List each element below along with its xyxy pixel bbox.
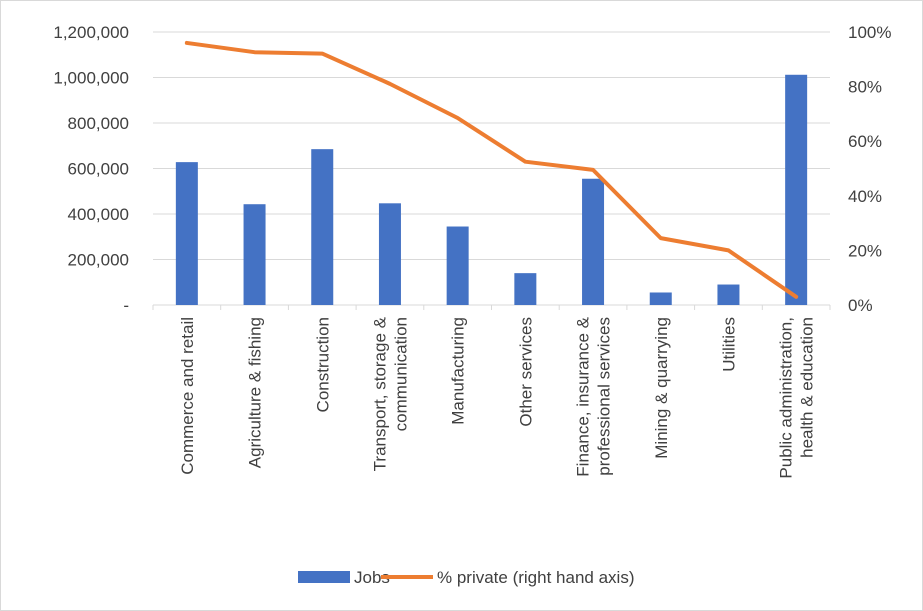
category-label: communication [391,317,410,431]
legend: Jobs % private (right hand axis) [298,568,634,587]
jobs-bar [582,178,605,305]
jobs-bar [514,273,537,305]
jobs-bar [649,292,672,305]
category-label: health & education [798,317,817,458]
left-axis: - 200,000 400,000 600,000 800,000 1,000,000 1,… [53,23,129,315]
category-label: Agriculture & fishing [246,317,265,468]
category-label: Commerce and retail [178,317,197,475]
private-share-line [184,40,799,299]
private-share-series-line [184,40,799,299]
jobs-bar [311,149,334,305]
legend-private-label: % private (right hand axis) [437,568,634,587]
category-label: Construction [313,317,332,412]
category-label: Utilities [719,317,738,372]
category-label: Finance, insurance & [574,316,593,476]
right-tick-label: 100% [848,23,891,42]
jobs-bar [717,284,740,305]
category-axis: Commerce and retail Agriculture & fishing… [178,316,817,478]
right-tick-label: 80% [848,78,882,97]
right-tick-label: 40% [848,187,882,206]
jobs-bar [378,203,401,305]
left-tick-label: 200,000 [68,251,129,270]
legend-jobs-swatch [298,571,350,583]
category-label: Transport, storage & [370,316,389,471]
category-label: Other services [516,317,535,427]
jobs-bar [446,226,469,305]
left-tick-label: 400,000 [68,205,129,224]
left-tick-label: - [123,296,129,315]
legend-jobs-label: Jobs [354,568,390,587]
left-tick-label: 1,000,000 [53,69,129,88]
category-label: Public administration, [777,317,796,479]
right-tick-label: 60% [848,132,882,151]
jobs-bar [785,74,808,306]
left-tick-label: 1,200,000 [53,23,129,42]
jobs-bars [175,74,808,306]
jobs-bar [175,162,198,305]
right-tick-label: 0% [848,296,873,315]
category-label: Mining & quarrying [652,317,671,459]
right-tick-label: 20% [848,241,882,260]
category-label: Manufacturing [449,317,468,425]
jobs-bar [243,204,266,305]
category-label: professional services [595,317,614,476]
gridlines [152,31,831,310]
left-tick-label: 600,000 [68,160,129,179]
left-tick-label: 800,000 [68,114,129,133]
right-axis: 0% 20% 40% 60% 80% 100% [848,23,891,315]
